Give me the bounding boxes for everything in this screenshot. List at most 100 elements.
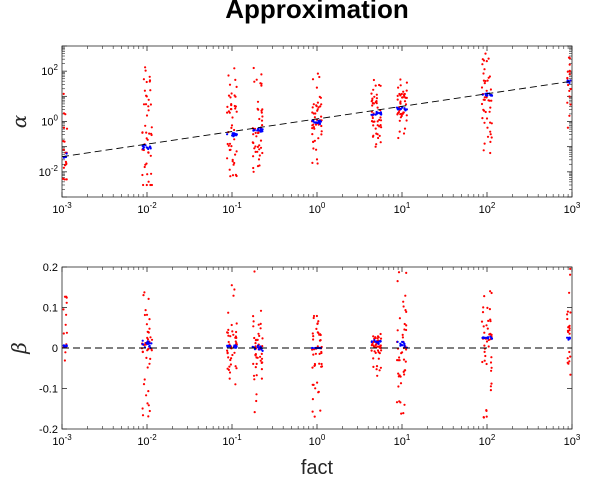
- data-point: [483, 142, 486, 145]
- data-point: [315, 314, 318, 318]
- data-point: [231, 330, 234, 333]
- data-point: [311, 398, 314, 401]
- data-point: [318, 352, 321, 355]
- data-point: [375, 132, 378, 135]
- data-point: [145, 146, 148, 149]
- plot-frame: [61, 45, 573, 198]
- data-point: [480, 86, 484, 89]
- data-point: [148, 327, 151, 330]
- data-point: [396, 280, 399, 283]
- data-point: [141, 414, 145, 417]
- data-point: [485, 340, 489, 343]
- data-point: [145, 341, 148, 345]
- data-point: [149, 357, 152, 360]
- data-point: [150, 342, 153, 345]
- data-point: [311, 332, 314, 335]
- data-point: [317, 121, 320, 124]
- data-point: [568, 81, 571, 84]
- data-point: [485, 96, 488, 99]
- data-point: [404, 360, 407, 363]
- data-point: [311, 161, 314, 164]
- data-point: [373, 95, 376, 98]
- data-point: [311, 366, 314, 369]
- data-point: [150, 349, 153, 352]
- data-point: [145, 356, 148, 359]
- data-point: [399, 116, 402, 119]
- data-point: [375, 97, 378, 100]
- data-point: [376, 337, 379, 340]
- series-2: [62, 335, 572, 352]
- data-point: [260, 377, 263, 380]
- data-point: [490, 122, 493, 125]
- data-point: [485, 89, 488, 92]
- data-point: [228, 148, 231, 152]
- data-point: [143, 378, 146, 381]
- data-point: [490, 366, 493, 369]
- data-point: [403, 403, 406, 406]
- data-point: [568, 69, 571, 72]
- data-point: [145, 323, 148, 326]
- data-point: [314, 121, 317, 124]
- y-tick-label: 100: [41, 114, 58, 129]
- data-point: [228, 142, 232, 145]
- data-point: [147, 180, 150, 183]
- data-point: [256, 356, 259, 359]
- data-point: [569, 273, 572, 276]
- data-point: [405, 119, 408, 122]
- y-tick-label: -0.1: [39, 384, 58, 396]
- data-point: [372, 357, 375, 360]
- data-point: [149, 89, 152, 92]
- data-point: [379, 339, 382, 343]
- data-point: [484, 354, 487, 358]
- data-point: [403, 127, 407, 130]
- x-tick-label: 10-3: [52, 433, 72, 448]
- data-point: [374, 145, 377, 148]
- data-point: [252, 166, 255, 170]
- data-point: [312, 314, 316, 318]
- data-point: [485, 415, 488, 418]
- series-1: [62, 52, 572, 187]
- data-point: [260, 84, 263, 87]
- data-point: [147, 390, 150, 393]
- data-point: [399, 113, 402, 116]
- data-point: [233, 161, 236, 165]
- data-point: [252, 315, 255, 318]
- data-point: [398, 400, 401, 403]
- data-point: [312, 103, 315, 106]
- data-point: [312, 147, 315, 150]
- data-point: [64, 351, 67, 354]
- data-point: [259, 327, 262, 330]
- data-point: [398, 130, 401, 133]
- data-point: [253, 80, 256, 83]
- data-point: [481, 311, 485, 314]
- data-point: [402, 341, 405, 344]
- data-point: [148, 80, 151, 83]
- data-point: [144, 309, 147, 312]
- data-point: [376, 124, 379, 127]
- data-point: [65, 127, 69, 130]
- data-point: [403, 94, 406, 97]
- data-point: [143, 89, 146, 92]
- data-point: [315, 327, 318, 330]
- data-point: [315, 148, 318, 151]
- x-tick-label: 10-3: [52, 201, 72, 216]
- data-point: [374, 84, 377, 87]
- data-point: [485, 324, 488, 327]
- data-point: [255, 393, 258, 396]
- data-point: [483, 344, 486, 347]
- data-point: [402, 305, 405, 308]
- data-point: [310, 346, 314, 350]
- data-point: [143, 291, 146, 294]
- data-point: [397, 136, 400, 140]
- data-point: [372, 88, 375, 91]
- data-point: [404, 109, 407, 112]
- data-point: [144, 66, 147, 69]
- data-point: [229, 96, 232, 99]
- data-point: [261, 115, 264, 118]
- data-point: [65, 344, 68, 347]
- data-point: [255, 135, 258, 138]
- data-point: [569, 79, 572, 82]
- data-point: [253, 411, 256, 414]
- data-point: [259, 309, 263, 312]
